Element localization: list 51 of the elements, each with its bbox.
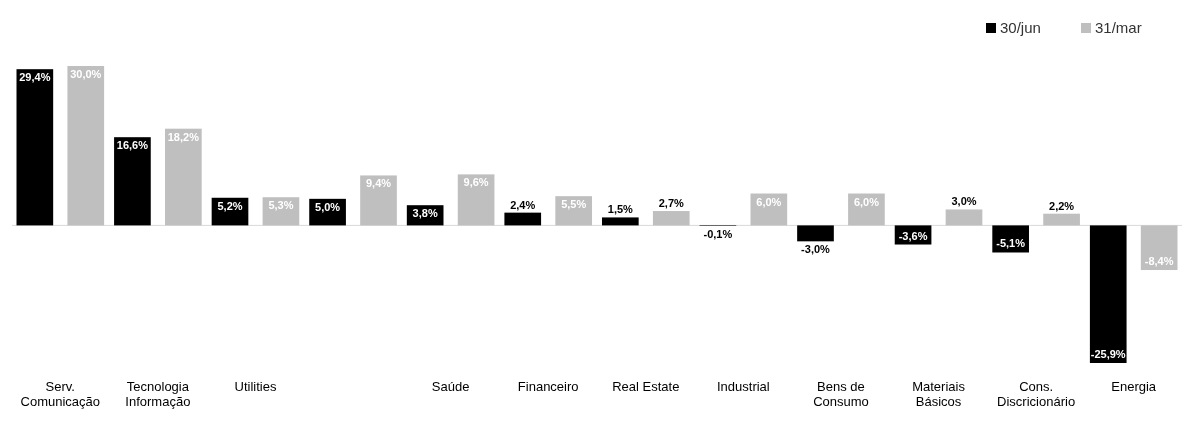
bar: [1089, 225, 1127, 363]
bar: [797, 225, 834, 242]
bar: [457, 174, 495, 226]
data-label: 2,2%: [1049, 199, 1075, 212]
data-label: 3,8%: [412, 207, 438, 220]
data-label: 2,7%: [658, 197, 685, 210]
bar: [1043, 213, 1080, 226]
x-tick-label: Utilities: [234, 379, 277, 394]
bar: [67, 66, 105, 226]
data-label: 16,6%: [116, 139, 149, 152]
x-tick-label: Serv. Comunicação: [20, 379, 101, 409]
data-label: 6,0%: [756, 195, 782, 208]
x-tick-label: Energia: [1111, 379, 1157, 394]
bar: [504, 212, 542, 226]
legend-label: 31/mar: [1095, 19, 1142, 36]
legend-label: 30/jun: [1000, 19, 1041, 36]
bar: [601, 217, 639, 226]
x-tick-label: Financeiro: [517, 379, 579, 394]
data-label: 18,2%: [167, 130, 200, 143]
x-tick-label: Real Estate: [612, 379, 680, 394]
bar: [165, 128, 202, 226]
bar: [360, 175, 397, 226]
data-label: -0,1%: [703, 227, 733, 240]
bar: [114, 137, 151, 226]
data-label: 1,5%: [607, 203, 634, 216]
data-label: -3,0%: [801, 243, 831, 256]
x-tick-label: Materiais Básicos: [912, 379, 966, 409]
data-label: 5,0%: [315, 200, 341, 213]
bar: [16, 69, 54, 226]
data-label: 3,0%: [951, 195, 977, 208]
x-tick-label: Bens de Consumo: [813, 379, 869, 409]
data-label: 6,0%: [853, 195, 880, 208]
x-tick-label: Cons. Discricionário: [997, 379, 1076, 409]
data-label: 5,2%: [217, 199, 243, 212]
data-label: 9,4%: [365, 177, 392, 190]
x-tick-label: Industrial: [717, 379, 770, 394]
data-label: -5,1%: [996, 237, 1026, 250]
x-tick-label: Saúde: [431, 379, 470, 394]
data-label: -3,6%: [898, 229, 928, 242]
data-label: -8,4%: [1144, 255, 1174, 268]
bar: [652, 211, 690, 226]
data-label: 2,4%: [510, 198, 536, 211]
bar: [1140, 225, 1178, 271]
data-label: 30,0%: [70, 68, 102, 80]
data-label: 5,5%: [561, 198, 587, 211]
x-tick-label: Tecnologia Informação: [125, 379, 191, 409]
data-label: 5,3%: [268, 199, 294, 212]
data-label: 9,6%: [463, 176, 489, 189]
data-label: -25,9%: [1090, 348, 1126, 360]
data-label: 29,4%: [19, 71, 51, 84]
bar: [945, 209, 983, 226]
